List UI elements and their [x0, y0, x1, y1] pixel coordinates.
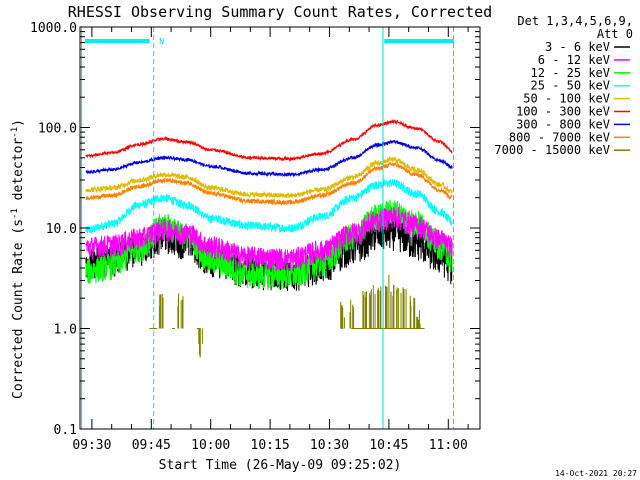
y-tick-label: 0.1 — [54, 423, 77, 438]
legend-label: 6 - 12 keV — [538, 53, 610, 67]
x-axis-label: Start Time (26-May-09 09:25:02) — [159, 458, 402, 473]
y-tick-label: 1.0 — [54, 323, 77, 338]
x-tick-label: 09:30 — [72, 438, 111, 453]
series-line-6 — [85, 139, 453, 178]
series-line-7 — [85, 161, 453, 207]
x-tick-label: 11:00 — [429, 438, 468, 453]
series-line-3 — [85, 178, 453, 234]
legend-header-attenuator: Att 0 — [597, 27, 633, 41]
legend-label: 800 - 7000 keV — [509, 130, 610, 144]
legend-label: 50 - 100 keV — [523, 92, 610, 106]
legend-label: 300 - 800 keV — [516, 117, 610, 131]
y-tick-label: 1000.0 — [30, 21, 77, 36]
chart-title: RHESSI Observing Summary Count Rates, Co… — [68, 3, 492, 21]
legend-label: 7000 - 15000 keV — [494, 143, 610, 157]
x-axis: 09:30 09:45 10:00 10:15 10:30 10:45 11:00 — [72, 27, 469, 453]
series-line-5 — [85, 119, 453, 162]
legend-label: 25 - 50 keV — [531, 79, 610, 93]
y-axis: 0.1 1.0 10.0 100.0 1000.0 — [30, 21, 480, 438]
y-tick-label: 100.0 — [38, 122, 77, 137]
y-axis-label: Corrected Count Rate (s-1 detector-1) — [10, 119, 26, 399]
night-label: N — [159, 37, 164, 46]
legend-label: 12 - 25 keV — [531, 66, 610, 80]
x-tick-label: 10:00 — [191, 438, 230, 453]
legend-label: 3 - 6 keV — [545, 40, 610, 54]
x-tick-label: 10:30 — [310, 438, 349, 453]
legend-label: 100 - 300 keV — [516, 105, 610, 119]
x-tick-label: 10:15 — [251, 438, 290, 453]
x-tick-label: 09:45 — [132, 438, 171, 453]
y-tick-label: 10.0 — [46, 222, 77, 237]
series-line-1 — [85, 207, 453, 272]
series-line-8 — [149, 274, 425, 358]
legend-header-detectors: Det 1,3,4,5,6,9, — [517, 14, 633, 28]
timestamp: 14-Oct-2021 20:27 — [555, 469, 637, 478]
x-tick-label: 10:45 — [369, 438, 408, 453]
series-line-4 — [85, 155, 453, 199]
